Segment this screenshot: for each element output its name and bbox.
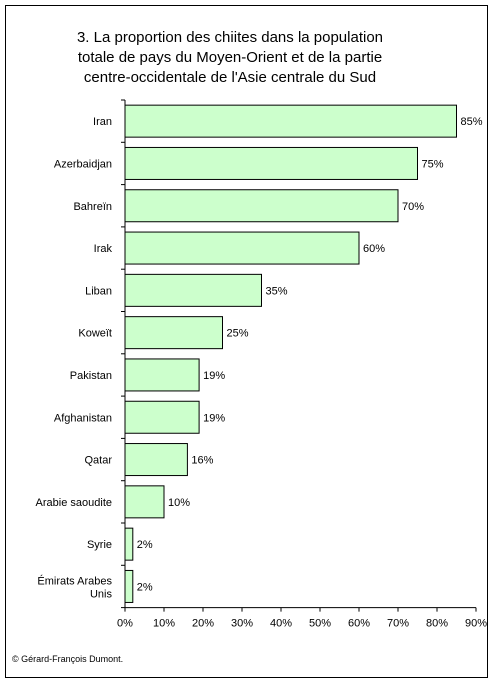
bar: [124, 569, 134, 603]
bar: [124, 231, 360, 265]
bar: [124, 189, 399, 223]
x-tick-label: 30%: [231, 618, 253, 630]
bar: [124, 146, 418, 180]
x-tick-label: 40%: [270, 618, 292, 630]
x-tick-label: 0%: [117, 618, 133, 630]
data-label: 10%: [168, 497, 190, 509]
chart-title-line-2: totale de pays du Moyen-Orient et de la …: [77, 49, 383, 66]
data-label: 19%: [203, 370, 225, 382]
category-label: Iran: [93, 116, 112, 128]
data-label: 19%: [203, 412, 225, 424]
category-label: Liban: [85, 285, 112, 297]
chart-title-line-3: centre-occidentale de l'Asie centrale du…: [83, 69, 377, 86]
x-tick-label: 50%: [309, 618, 331, 630]
category-label: Koweït: [78, 328, 112, 340]
category-label: Syrie: [87, 539, 112, 551]
data-label: 60%: [363, 243, 385, 255]
bar: [124, 358, 200, 392]
chart-title-line-1: 3. La proportion des chiites dans la pop…: [76, 29, 384, 46]
data-label: 70%: [402, 201, 424, 213]
x-tick-label: 60%: [348, 618, 370, 630]
x-tick-label: 20%: [192, 618, 214, 630]
category-label: Azerbaidjan: [54, 158, 112, 170]
category-label: Pakistan: [70, 370, 112, 382]
bar: [124, 400, 200, 434]
data-label: 35%: [266, 285, 288, 297]
x-tick-label: 10%: [153, 618, 175, 630]
x-tick-label: 70%: [387, 618, 409, 630]
category-label: Irak: [94, 243, 113, 255]
bar: [124, 104, 457, 138]
bar: [124, 527, 134, 561]
category-label: Afghanistan: [54, 412, 112, 424]
data-label: 2%: [137, 539, 153, 551]
data-label: 75%: [422, 158, 444, 170]
bar: [124, 273, 262, 307]
data-label: 16%: [191, 455, 213, 467]
category-label: Bahreïn: [73, 201, 112, 213]
category-label: Émirats Arabes Unis: [37, 574, 112, 600]
chart-frame: [5, 5, 488, 678]
x-tick-label: 80%: [426, 618, 448, 630]
bar: [124, 443, 188, 477]
bar: [124, 316, 223, 350]
data-label: 85%: [461, 116, 483, 128]
x-tick-label: 90%: [465, 618, 487, 630]
category-label: Arabie saoudite: [36, 497, 112, 509]
bar: [124, 485, 165, 519]
copyright-credit: © Gérard-François Dumont.: [12, 654, 124, 664]
chart-title: 3. La proportion des chiites dans la pop…: [40, 28, 420, 88]
data-label: 2%: [137, 581, 153, 593]
category-label: Qatar: [84, 455, 112, 467]
data-label: 25%: [227, 328, 249, 340]
